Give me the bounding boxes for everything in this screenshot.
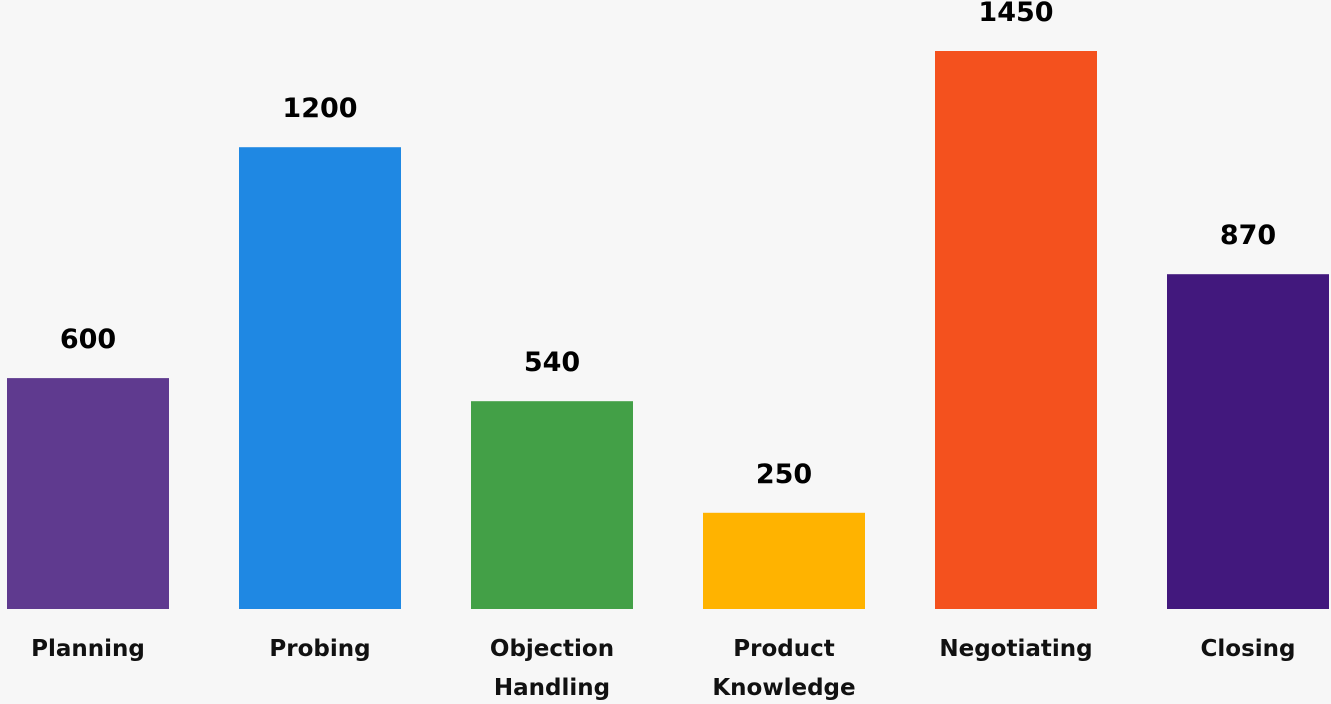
category-label-3-line-0: Product xyxy=(733,636,834,662)
category-labels-group: Planning Probing Objection Handling Product K… xyxy=(31,636,1295,701)
value-label-1: 1200 xyxy=(282,93,357,124)
bar-5 xyxy=(1167,274,1329,609)
bars-group xyxy=(7,51,1329,609)
bar-4 xyxy=(935,51,1097,609)
category-label-5: Closing xyxy=(1201,636,1296,662)
value-labels-group: 600 1200 540 250 1450 870 xyxy=(60,0,1276,490)
bar-2 xyxy=(471,401,633,609)
value-label-2: 540 xyxy=(524,347,580,378)
value-label-3: 250 xyxy=(756,459,812,490)
bar-0 xyxy=(7,378,169,609)
category-label-4: Negotiating xyxy=(939,636,1092,662)
value-label-4: 1450 xyxy=(978,0,1053,28)
category-label-2-line-1: Handling xyxy=(494,675,610,701)
category-label-1: Probing xyxy=(269,636,370,662)
category-label-2-line-0: Objection xyxy=(490,636,614,662)
bar-1 xyxy=(239,147,401,609)
bar-3 xyxy=(703,512,865,609)
category-label-0: Planning xyxy=(31,636,145,662)
category-label-3-line-1: Knowledge xyxy=(712,675,855,701)
value-label-5: 870 xyxy=(1220,220,1276,251)
value-label-0: 600 xyxy=(60,324,116,355)
